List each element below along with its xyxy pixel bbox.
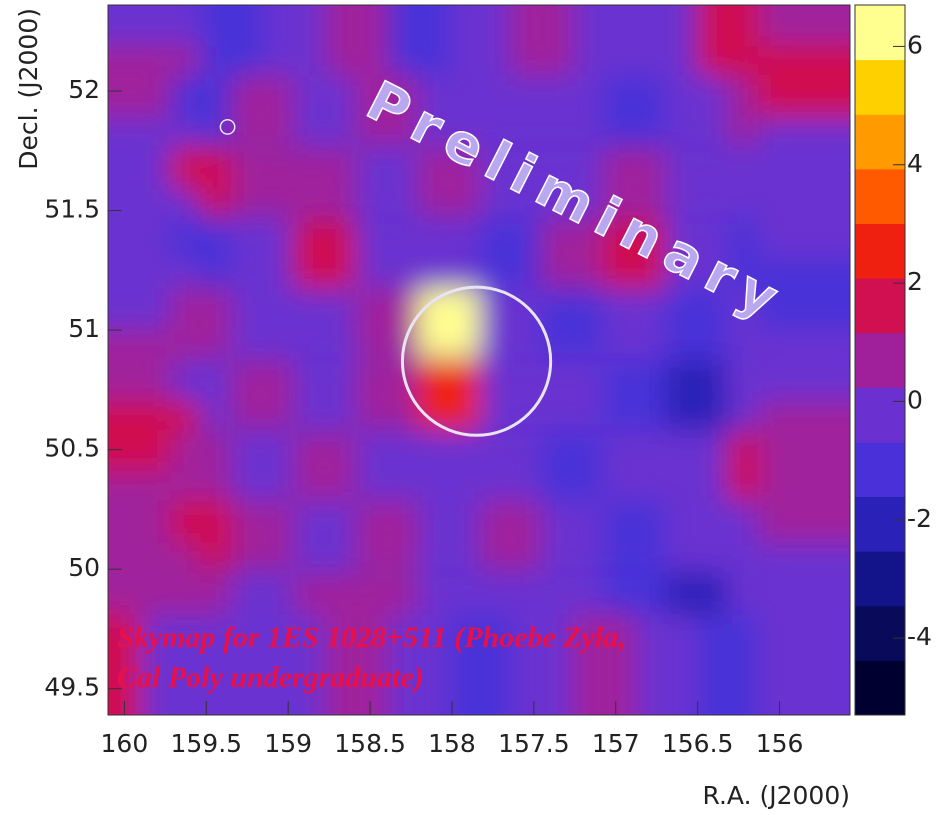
y-tick-label: 50 [68,553,100,582]
annotation: Skymap for 1ES 1028+511 (Phoebe Zyla, [117,621,626,654]
heat-cell [540,501,602,570]
heat-cell [355,432,417,501]
x-tick-label: 159 [264,729,312,758]
x-tick-label: 157.5 [498,729,570,758]
x-tick-label: 160 [101,729,149,758]
heat-cell [355,501,417,570]
heat-cell [231,360,293,429]
colorbar-band [855,114,905,169]
heat-cell [603,360,665,429]
y-tick-label: 52 [68,75,100,104]
heat-cell [418,219,480,288]
heat-cell [231,288,293,357]
heat-cell [665,501,727,570]
heat-cell [665,76,727,145]
y-tick-label: 50.5 [44,434,100,463]
colorbar-band [855,551,905,606]
x-axis-label: R.A. (J2000) [703,781,851,810]
annotation: Cal Poly undergraduate) [117,661,424,694]
colorbar-band [855,169,905,224]
heat-cell [418,432,480,501]
heat-cell [665,360,727,429]
heat-cell [540,76,602,145]
colorbar-band [855,333,905,388]
heat-cell [480,360,542,429]
heat-cell [603,501,665,570]
heat-cell [231,501,293,570]
heat-cell [355,360,417,429]
heat-cell [665,147,727,216]
heat-cell [355,147,417,216]
heat-cell [480,432,542,501]
colorbar-band [855,606,905,661]
heat-cell [355,288,417,357]
colorbar-band [855,5,905,60]
heat-cell [231,219,293,288]
heat-cell [293,360,355,429]
x-tick-label: 156.5 [662,729,734,758]
heat-cell [231,76,293,145]
heat-cell [231,147,293,216]
heat-cell [418,360,480,429]
heat-cell [293,76,355,145]
colorbar-band [855,660,905,715]
heat-cell [418,501,480,570]
colorbar-tick-label: 6 [907,30,923,59]
heat-cell [480,501,542,570]
colorbar-tick-label: 2 [907,267,923,296]
heat-cell [418,288,480,357]
heat-cell [293,432,355,501]
heat-cell [603,288,665,357]
colorbar-band [855,497,905,552]
x-tick-label: 158.5 [334,729,406,758]
heat-cell [480,219,542,288]
colorbar-tick-label: 4 [907,149,923,178]
heat-cell [293,219,355,288]
y-axis-label: Decl. (J2000) [14,8,43,170]
heat-cell [603,432,665,501]
x-tick-label: 156 [756,729,804,758]
chart: Decl. (J2000) R.A. (J2000) Skymap for 1E… [0,0,947,815]
heat-cell [293,288,355,357]
colorbar-tick-label: -4 [907,622,932,651]
x-tick-label: 159.5 [170,729,242,758]
colorbar-tick-label: -2 [907,504,932,533]
heat-cell [231,432,293,501]
x-tick-label: 157 [592,729,640,758]
colorbar-band [855,278,905,333]
heat-cell [293,501,355,570]
colorbar-tick-label: 0 [907,385,923,414]
heat-cell [603,76,665,145]
y-tick-label: 51 [68,314,100,343]
colorbar-band [855,442,905,497]
heat-cell [355,219,417,288]
y-tick-label: 49.5 [44,673,100,702]
y-tick-label: 51.5 [44,195,100,224]
colorbar-band [855,387,905,442]
heat-cell [665,432,727,501]
colorbar-band [855,60,905,115]
heat-cell [540,432,602,501]
colorbar-band [855,223,905,278]
x-tick-label: 158 [428,729,476,758]
heat-cell [293,147,355,216]
heat-cell [480,288,542,357]
